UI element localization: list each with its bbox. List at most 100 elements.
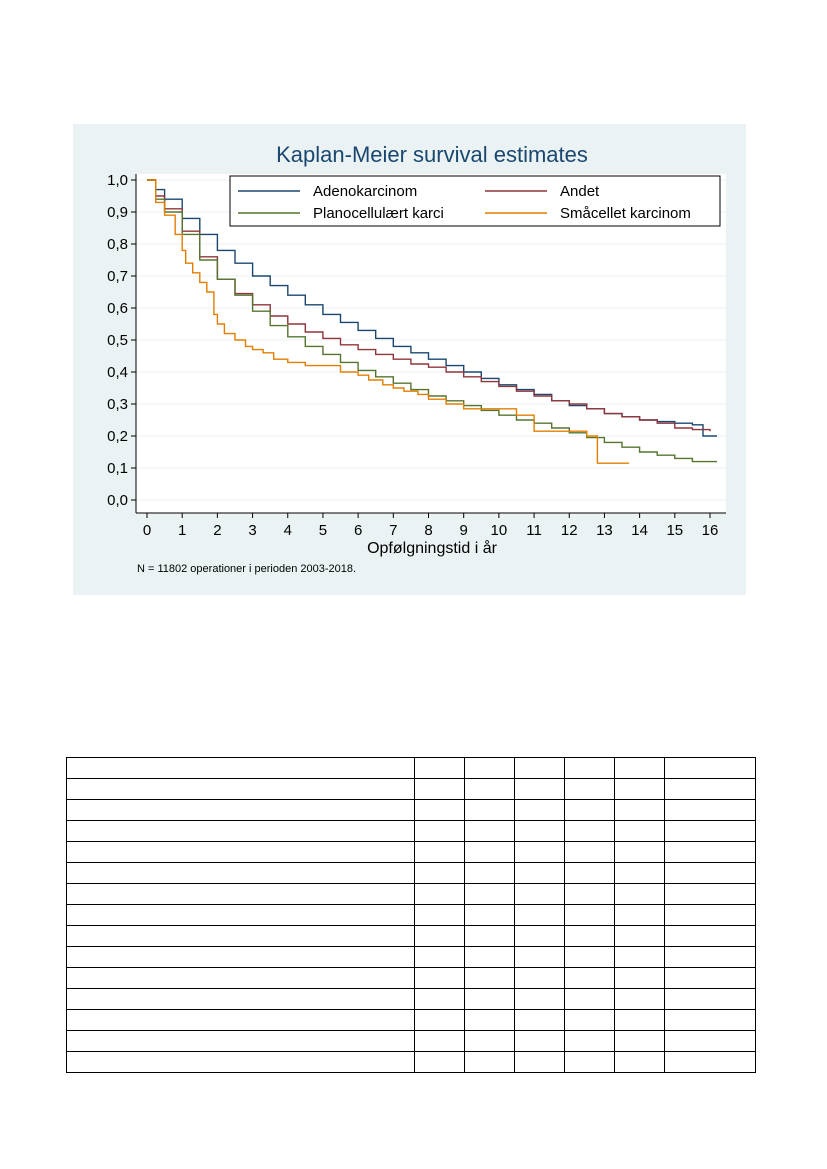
- table-cell: [514, 820, 565, 842]
- x-tick-label: 5: [319, 522, 327, 539]
- legend: Adenokarcinom Andet Planocellulært karci Sm…: [229, 175, 721, 227]
- x-tick-label: 11: [526, 522, 542, 539]
- table-cell: [614, 925, 665, 947]
- y-tick-label: 0,3: [107, 396, 128, 413]
- table-cell: [614, 988, 665, 1010]
- table-cell: [66, 1009, 415, 1031]
- x-tick-label: 3: [248, 522, 256, 539]
- table-cell: [464, 988, 515, 1010]
- table-cell: [414, 820, 465, 842]
- table-row: [66, 841, 756, 863]
- table-cell: [414, 799, 465, 821]
- table-cell: [664, 1009, 756, 1031]
- legend-box: [229, 175, 721, 227]
- table-cell: [564, 883, 615, 905]
- table-cell: [514, 778, 565, 800]
- table-cell: [464, 967, 515, 989]
- y-tick-label: 0,9: [107, 204, 128, 221]
- table-cell: [614, 841, 665, 863]
- axes: 0,00,10,20,30,40,50,60,70,80,91,00 1 2 3 4 5 6…: [107, 172, 726, 539]
- table-cell: [414, 904, 465, 926]
- table-cell: [664, 799, 756, 821]
- table-cell: [614, 967, 665, 989]
- table-row: [66, 757, 756, 779]
- table-cell: [664, 820, 756, 842]
- y-tick-label: 0,6: [107, 300, 128, 317]
- table-cell: [614, 799, 665, 821]
- table-cell: [464, 820, 515, 842]
- table-cell: [564, 841, 615, 863]
- table-cell: [564, 925, 615, 947]
- x-tick-label: 2: [213, 522, 221, 539]
- y-tick-label: 0,7: [107, 268, 128, 285]
- table-cell: [564, 820, 615, 842]
- table-row: [66, 946, 756, 968]
- table-cell: [464, 883, 515, 905]
- table-cell: [514, 1009, 565, 1031]
- x-tick-label: 10: [491, 522, 508, 539]
- table-cell: [464, 904, 515, 926]
- table-row: [66, 988, 756, 1010]
- table-cell: [664, 862, 756, 884]
- table-row: [66, 799, 756, 821]
- table-cell: [414, 778, 465, 800]
- table-row: [66, 1030, 756, 1052]
- x-axis-label: Opfølgningstid i år: [367, 539, 498, 557]
- table-cell: [66, 946, 415, 968]
- table-cell: [414, 1009, 465, 1031]
- table-cell: [66, 1030, 415, 1052]
- table-cell: [66, 883, 415, 905]
- table-cell: [664, 946, 756, 968]
- x-tick-label: 16: [702, 522, 719, 539]
- x-tick-label: 0: [143, 522, 151, 539]
- table-cell: [564, 904, 615, 926]
- table-cell: [514, 988, 565, 1010]
- table-cell: [414, 841, 465, 863]
- legend-label-2: Planocellulært karci: [313, 205, 444, 222]
- table-row: [66, 820, 756, 842]
- table-cell: [464, 799, 515, 821]
- table-cell: [414, 925, 465, 947]
- table-cell: [614, 1051, 665, 1073]
- table-cell: [66, 904, 415, 926]
- x-tick-label: 4: [284, 522, 292, 539]
- table-cell: [564, 799, 615, 821]
- table-cell: [564, 862, 615, 884]
- table-cell: [664, 925, 756, 947]
- plot-area: [136, 174, 726, 513]
- empty-table: [66, 757, 756, 1073]
- table-row: [66, 778, 756, 800]
- table-cell: [514, 946, 565, 968]
- table-cell: [464, 925, 515, 947]
- table-cell: [614, 904, 665, 926]
- chart-title: Kaplan-Meier survival estimates: [276, 142, 588, 167]
- y-tick-label: 0,2: [107, 428, 128, 445]
- table-cell: [66, 799, 415, 821]
- x-tick-label: 13: [596, 522, 613, 539]
- table-cell: [66, 1051, 415, 1073]
- table-row: [66, 904, 756, 926]
- table-cell: [614, 862, 665, 884]
- table-cell: [514, 925, 565, 947]
- x-tick-label: 9: [460, 522, 468, 539]
- legend-label-3: Småcellet karcinom: [560, 205, 691, 222]
- table-cell: [664, 778, 756, 800]
- table-cell: [564, 1051, 615, 1073]
- table-cell: [414, 988, 465, 1010]
- x-tick-label: 6: [354, 522, 362, 539]
- series-lines: [147, 179, 717, 464]
- table-cell: [66, 820, 415, 842]
- table-row: [66, 925, 756, 947]
- table-cell: [464, 757, 515, 779]
- table-cell: [664, 1051, 756, 1073]
- y-tick-label: 0,5: [107, 332, 128, 349]
- table-cell: [464, 1051, 515, 1073]
- table-cell: [464, 862, 515, 884]
- table-cell: [564, 988, 615, 1010]
- table-cell: [664, 757, 756, 779]
- x-tick-label: 8: [424, 522, 432, 539]
- chart-panel: Kaplan-Meier survival estimates 0,0 0,1 0,…: [73, 124, 746, 595]
- table-cell: [614, 757, 665, 779]
- table-cell: [66, 757, 415, 779]
- table-cell: [564, 946, 615, 968]
